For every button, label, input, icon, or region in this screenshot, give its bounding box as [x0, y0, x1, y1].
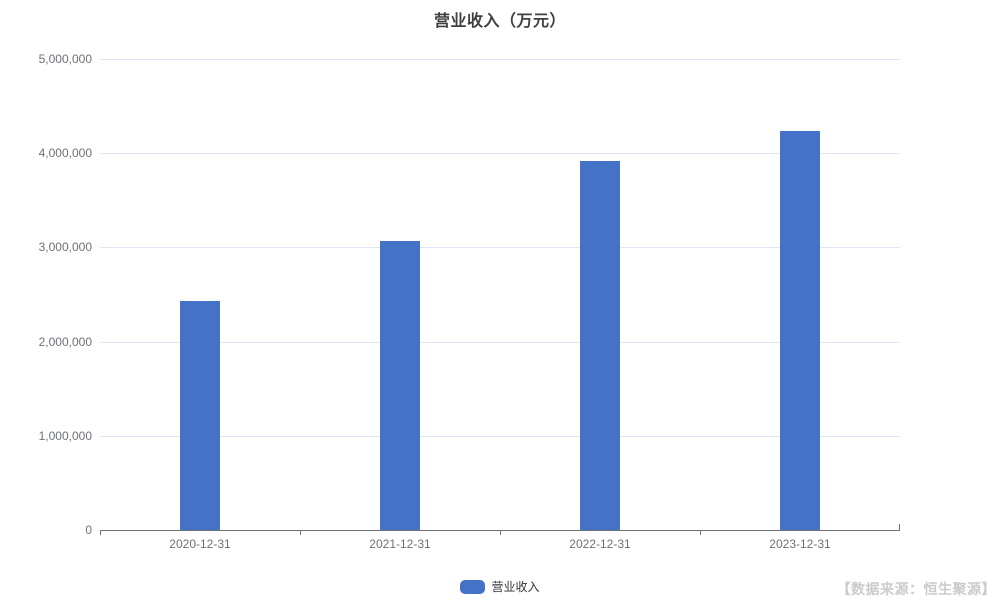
- legend-item-revenue[interactable]: 营业收入: [460, 578, 540, 595]
- x-tick-label: 2020-12-31: [169, 537, 231, 551]
- gridline: [100, 341, 900, 343]
- y-tick-label: 2,000,000: [38, 334, 92, 349]
- axis-end-cap: [899, 524, 900, 530]
- gridline: [100, 435, 900, 437]
- y-tick-label: 3,000,000: [38, 240, 92, 255]
- data-source-label: 【数据来源：恒生聚源】: [836, 581, 996, 597]
- bar-2022-12-31[interactable]: [580, 160, 620, 530]
- chart-title: 营业收入（万元）: [433, 13, 566, 30]
- gridline: [100, 59, 900, 60]
- x-tick-label: 2023-12-31: [769, 537, 831, 551]
- legend: 营业收入: [0, 578, 1000, 595]
- plot-area: 0 1,000,000 2,000,000 3,000,000 4,000,000 5,0…: [39, 52, 900, 551]
- axis-tick: [300, 530, 301, 535]
- bar-2023-12-31[interactable]: [780, 130, 820, 530]
- bar-2020-12-31[interactable]: [180, 301, 220, 530]
- y-tick-label: 1,000,000: [38, 428, 92, 443]
- gridline: [100, 153, 900, 155]
- legend-label: 营业收入: [491, 580, 540, 594]
- x-tick-label: 2022-12-31: [569, 537, 631, 551]
- y-tick-label: 4,000,000: [38, 146, 92, 161]
- axis-tick: [100, 530, 101, 535]
- legend-marker: [460, 579, 486, 594]
- y-tick-label: 0: [85, 523, 92, 537]
- x-tick-label: 2021-12-31: [369, 537, 431, 551]
- axis-tick: [500, 530, 501, 535]
- bar-2021-12-31[interactable]: [380, 240, 420, 530]
- axis-tick: [700, 530, 701, 535]
- y-tick-label: 5,000,000: [38, 52, 92, 66]
- gridline: [100, 247, 900, 249]
